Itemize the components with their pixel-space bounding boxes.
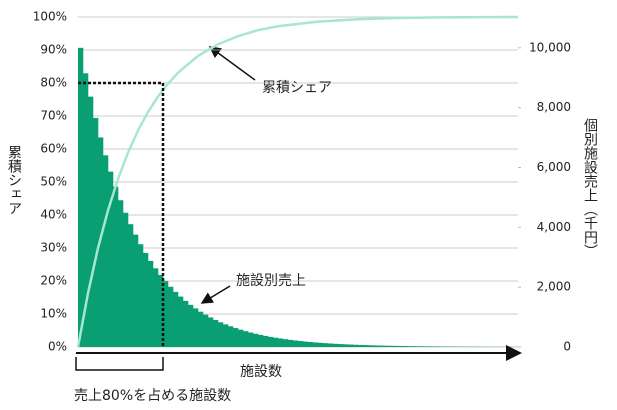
bar — [403, 346, 409, 347]
bar — [323, 343, 329, 347]
bar — [373, 345, 379, 347]
bar — [298, 341, 304, 347]
bar — [128, 224, 134, 347]
bar — [278, 338, 284, 347]
bar — [258, 334, 264, 347]
bar — [113, 186, 119, 347]
bar — [348, 344, 354, 347]
bar — [168, 286, 174, 347]
bar — [243, 331, 249, 347]
bar — [273, 337, 279, 347]
bar — [393, 345, 399, 347]
x-axis-label: 施設数 — [240, 364, 282, 380]
y-tick-label: 40% — [40, 208, 67, 222]
bar — [143, 252, 149, 347]
bar — [203, 314, 209, 347]
y2-axis-label: 個別施設売上（千円） — [582, 118, 598, 258]
y2-tick-label: 10,000 — [529, 40, 571, 54]
arrow — [200, 285, 231, 304]
bar — [428, 346, 434, 347]
y-tick-label: 0% — [48, 340, 67, 354]
y2-tick-label: 2,000 — [537, 280, 571, 294]
bar — [193, 308, 199, 347]
bar — [313, 342, 319, 347]
bar — [213, 319, 219, 347]
y-tick-label: 60% — [40, 142, 67, 156]
arrow — [208, 46, 256, 81]
y2-tick-label: 0 — [563, 340, 571, 354]
bar — [83, 73, 89, 348]
bar — [183, 300, 189, 347]
bar — [308, 342, 314, 347]
bar — [108, 171, 114, 347]
annotation: 累積シェア — [262, 80, 332, 96]
y-tick-label: 70% — [40, 109, 67, 123]
bar — [123, 212, 129, 347]
bar — [118, 200, 124, 347]
bar — [368, 345, 374, 347]
bar — [228, 326, 234, 347]
y2-tick-label: 4,000 — [537, 220, 571, 234]
bar — [138, 244, 144, 347]
bar — [78, 47, 84, 348]
y-tick-label: 80% — [40, 76, 67, 90]
y-tick-label: 10% — [40, 307, 67, 321]
y-tick-label: 90% — [40, 43, 67, 57]
bar — [378, 345, 384, 347]
bar — [413, 346, 419, 347]
bar — [158, 275, 164, 347]
bracket — [75, 357, 164, 371]
bar — [318, 342, 324, 347]
y-tick-label: 20% — [40, 274, 67, 288]
bar — [343, 344, 349, 347]
bar — [163, 281, 169, 347]
bar — [433, 346, 439, 347]
bar — [248, 332, 254, 347]
bar — [188, 304, 194, 347]
bar — [173, 291, 179, 347]
annotation: 売上80%を占める施設数 — [74, 388, 231, 404]
threshold-line — [78, 81, 165, 347]
bar — [418, 346, 424, 347]
bar — [88, 96, 94, 347]
bar — [103, 155, 109, 347]
bar — [93, 117, 99, 347]
bar — [283, 339, 289, 347]
bar — [333, 343, 339, 347]
bar — [388, 345, 394, 347]
y-tick-label: 100% — [33, 10, 67, 24]
bar — [153, 268, 159, 347]
bar — [363, 345, 369, 347]
bar — [268, 336, 274, 347]
bar — [353, 344, 359, 347]
bar — [408, 346, 414, 347]
bar — [233, 328, 239, 347]
y-tick-label: 50% — [40, 175, 67, 189]
bar — [223, 324, 229, 347]
y-axis-label: 累積シェア — [6, 145, 22, 215]
y-tick-label: 30% — [40, 241, 67, 255]
bar — [423, 346, 429, 347]
bar — [238, 329, 244, 347]
bar — [198, 311, 204, 347]
bar — [178, 296, 184, 347]
bar — [358, 344, 364, 347]
bar — [208, 317, 214, 347]
bar — [218, 322, 224, 347]
bar — [293, 340, 299, 347]
bar — [383, 345, 389, 347]
bar — [253, 333, 259, 347]
y2-tick-label: 6,000 — [537, 160, 571, 174]
bar — [328, 343, 334, 347]
y2-tick-label: 8,000 — [537, 100, 571, 114]
bar — [338, 344, 344, 347]
bar — [133, 234, 139, 347]
bar — [398, 345, 404, 347]
bar — [288, 339, 294, 347]
bar — [303, 341, 309, 347]
bar — [148, 260, 154, 347]
bar — [263, 335, 269, 347]
line — [76, 15, 519, 348]
